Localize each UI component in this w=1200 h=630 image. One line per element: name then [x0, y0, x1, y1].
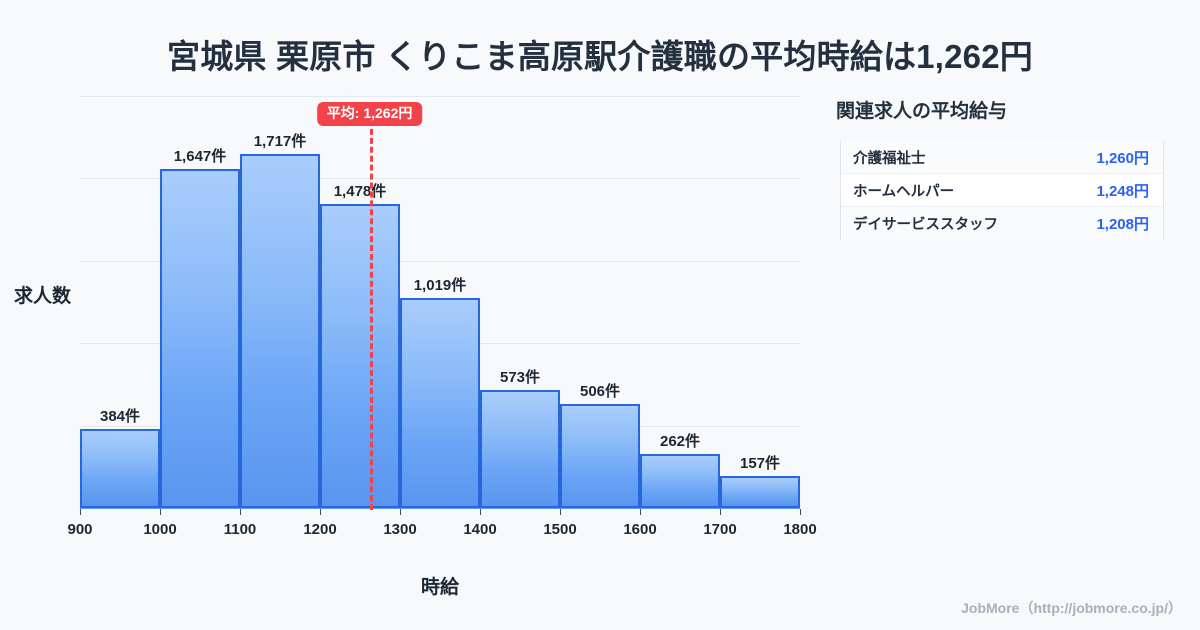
- table-row: 介護福祉士 1,260円: [841, 141, 1163, 174]
- x-tick-label: 1000: [143, 521, 177, 538]
- histogram-bar: [80, 428, 160, 508]
- x-tick-mark: [480, 509, 481, 515]
- histogram-bar: [240, 154, 320, 508]
- related-salary-panel: 関連求人の平均給与 介護福祉士 1,260円ホームヘルパー 1,248円デイサービス…: [836, 96, 1170, 240]
- gridline: [80, 260, 800, 262]
- table-row: ホームヘルパー 1,248円: [841, 174, 1163, 207]
- table-row-value: 1,208円: [1096, 216, 1149, 233]
- x-tick-label: 1400: [463, 521, 497, 538]
- bar-value-label: 1,019件: [413, 277, 467, 295]
- x-tick-label: 1200: [303, 521, 337, 538]
- x-tick-mark: [160, 509, 161, 515]
- histogram-chart: 384件 1,647件 1,717件 1,478件 1,019件 573件 506件 262件…: [14, 96, 817, 598]
- x-tick-label: 1100: [223, 521, 257, 538]
- x-tick-mark: [640, 509, 641, 515]
- page-title: 宮城県 栗原市 くりこま高原駅介護職の平均時給は1,262円: [167, 38, 1033, 75]
- x-tick-mark: [80, 509, 81, 515]
- histogram-bar: [480, 389, 560, 508]
- x-tick-mark: [240, 509, 241, 515]
- bar-value-label: 262件: [659, 433, 701, 451]
- x-tick-mark: [320, 509, 321, 515]
- x-tick-label: 1800: [783, 521, 817, 538]
- table-row-value: 1,248円: [1096, 182, 1149, 200]
- x-tick-label: 900: [67, 521, 93, 538]
- histogram-bar: [640, 454, 720, 508]
- x-tick-mark: [800, 509, 801, 515]
- average-line: [369, 120, 373, 510]
- table-row-label: 介護福祉士: [853, 150, 926, 167]
- gridline: [80, 96, 800, 97]
- bar-value-label: 1,478件: [333, 182, 387, 200]
- related-salary-title: 関連求人の平均給与: [836, 101, 1008, 122]
- average-badge: 平均: 1,262円: [316, 102, 423, 127]
- x-tick-label: 1500: [543, 521, 577, 538]
- x-axis-title: 時給: [420, 577, 459, 598]
- bar-value-label: 573件: [499, 368, 541, 386]
- x-tick-mark: [560, 509, 561, 515]
- histogram-bar: [720, 475, 800, 508]
- x-tick-label: 1700: [703, 521, 737, 538]
- x-tick-mark: [400, 509, 401, 515]
- y-axis-title: 求人数: [14, 286, 72, 307]
- histogram-bar: [320, 203, 400, 508]
- bar-value-label: 1,647件: [173, 147, 227, 165]
- related-salary-table: 介護福祉士 1,260円ホームヘルパー 1,248円デイサービススタッフ 1,208円: [840, 141, 1164, 240]
- table-row: デイサービススタッフ 1,208円: [841, 207, 1163, 240]
- histogram-bar: [400, 298, 480, 508]
- bar-value-label: 384件: [99, 407, 141, 425]
- x-axis-line: [80, 508, 800, 509]
- gridline: [80, 178, 800, 180]
- table-row-label: デイサービススタッフ: [853, 217, 998, 233]
- x-tick-label: 1600: [623, 521, 657, 538]
- table-row-value: 1,260円: [1096, 149, 1149, 167]
- histogram-bar: [560, 403, 640, 508]
- footer-watermark: JobMore（http://jobmore.co.jp/）: [961, 600, 1182, 616]
- bar-value-label: 506件: [579, 382, 621, 400]
- histogram-bar: [160, 168, 240, 508]
- bar-value-label: 1,717件: [253, 133, 307, 151]
- table-row-label: ホームヘルパー: [853, 183, 955, 200]
- bar-value-label: 157件: [739, 454, 781, 472]
- x-tick-mark: [720, 509, 721, 515]
- x-tick-label: 1300: [383, 521, 417, 538]
